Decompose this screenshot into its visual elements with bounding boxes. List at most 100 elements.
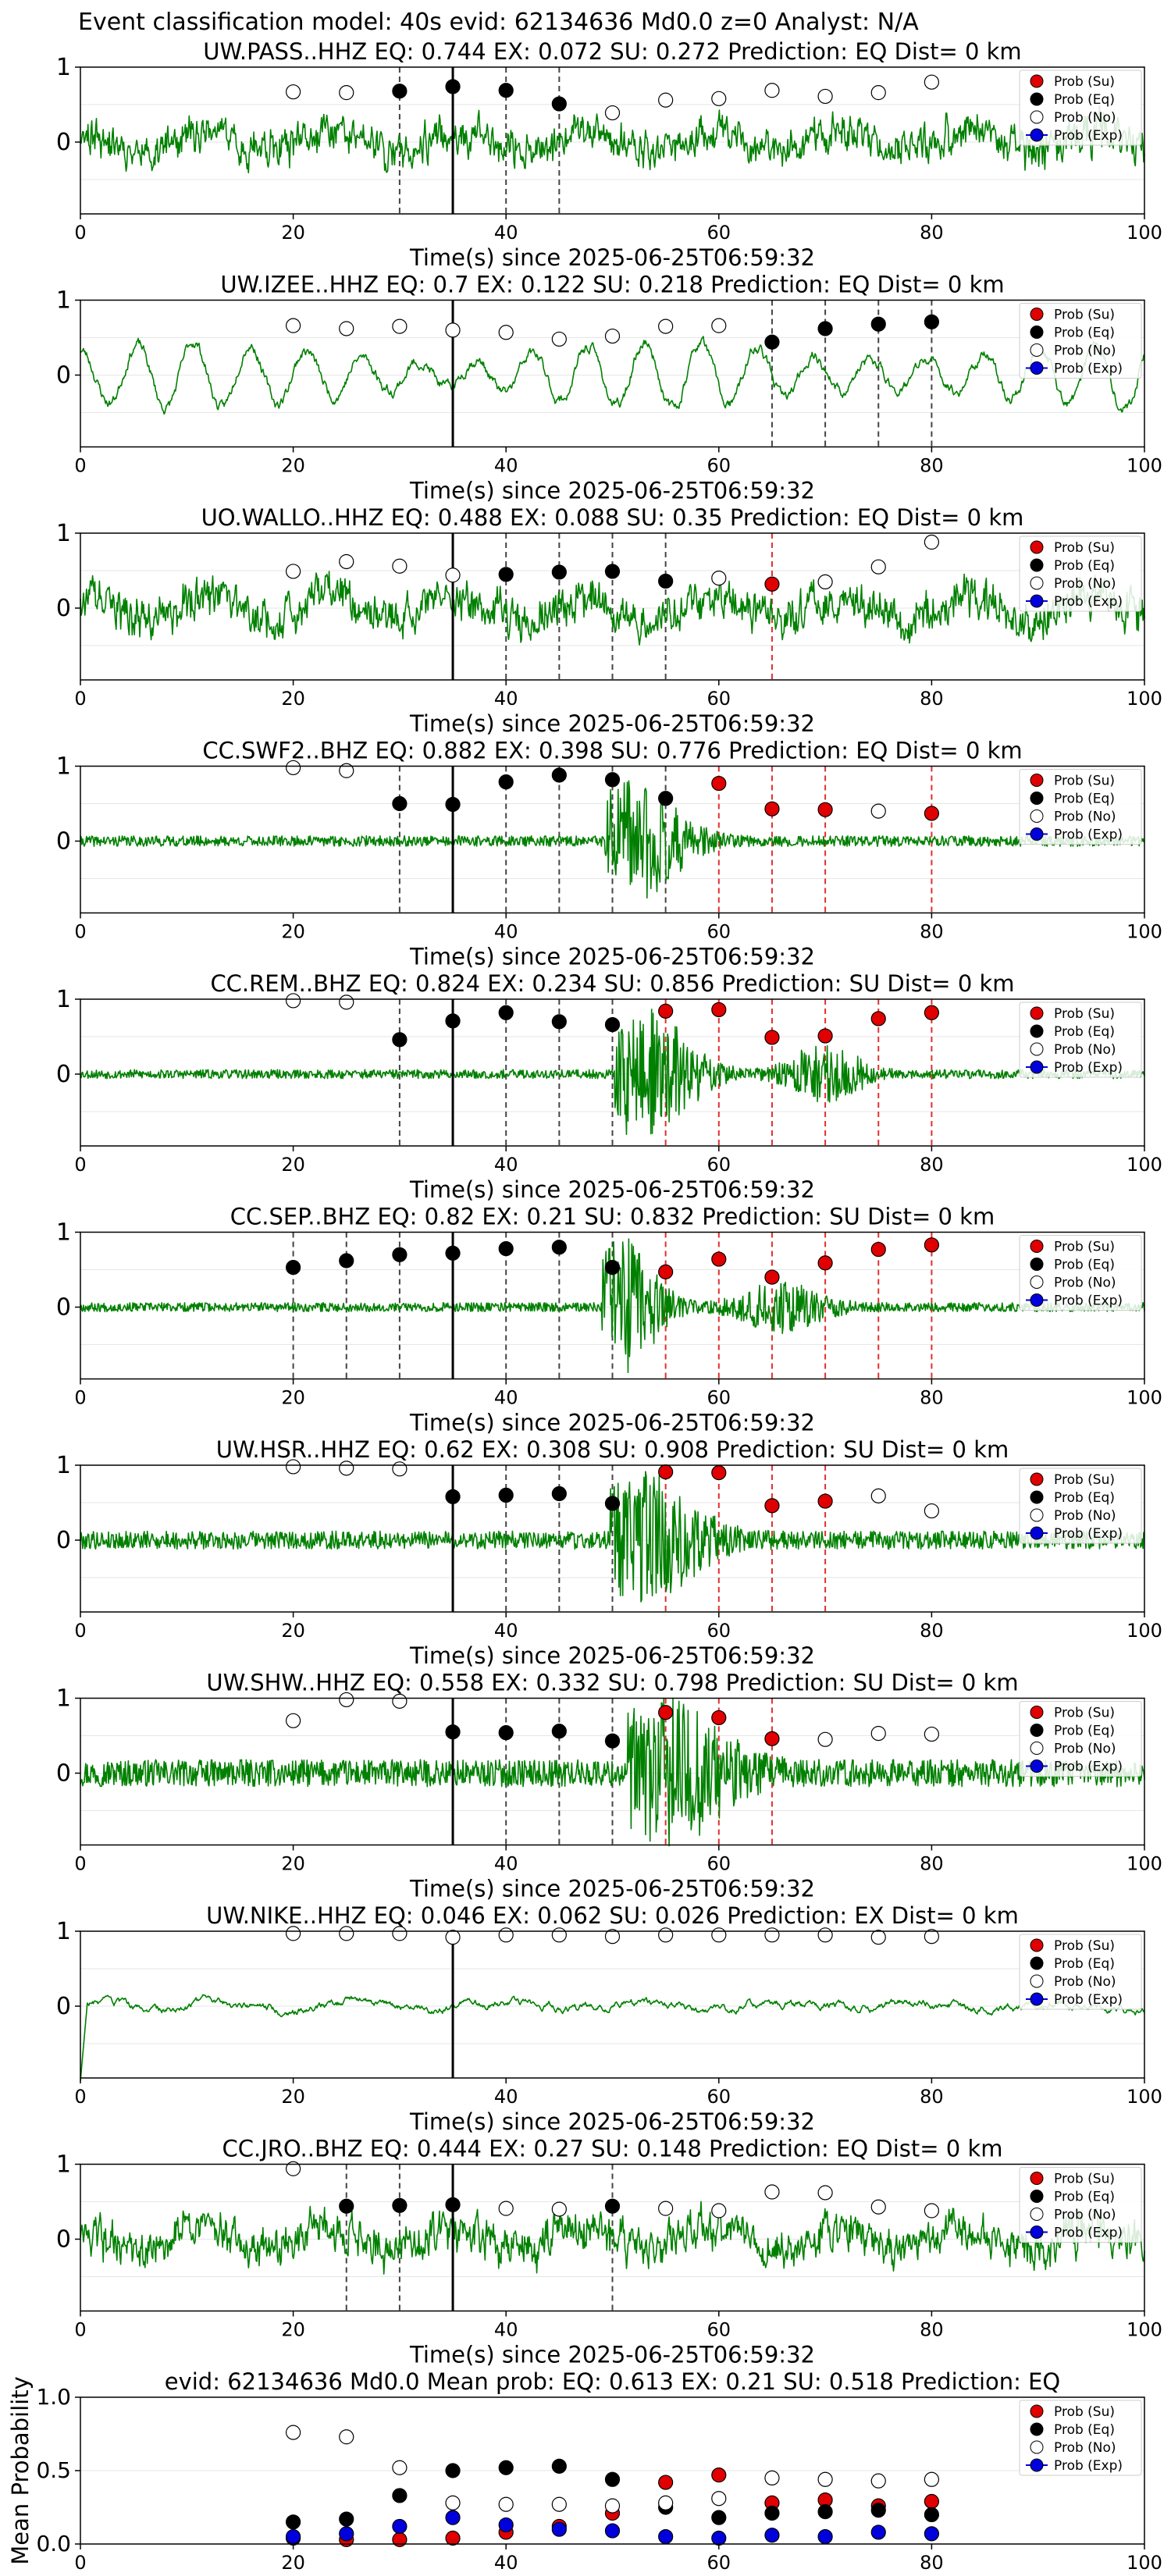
x-tick-label: 40	[494, 1387, 518, 1409]
prob-point-eq	[445, 2197, 461, 2212]
prob-point-su	[924, 1237, 940, 1253]
prob-point-no	[392, 1926, 408, 1941]
prob-point-no	[392, 558, 408, 574]
x-tick-label: 0	[74, 1387, 86, 1409]
x-tick-label: 100	[1127, 1853, 1162, 1875]
prob-point-no	[870, 1726, 886, 1742]
x-tick-label: 80	[920, 455, 944, 477]
prob-point-no	[339, 553, 354, 570]
legend: Prob (Su) Prob (Eq) Prob (No) Prob (Exp)	[1019, 2400, 1142, 2476]
legend-label: Prob (Exp)	[1054, 1526, 1123, 1542]
prob-point-eq	[924, 314, 940, 329]
legend-label: Prob (No)	[1054, 576, 1116, 592]
legend-label: Prob (Exp)	[1054, 1060, 1123, 1076]
prob-point-su	[817, 802, 833, 817]
prob-point-no	[286, 84, 301, 100]
legend-marker-no	[1030, 2440, 1044, 2454]
panel-title: UW.SHW..HHZ EQ: 0.558 EX: 0.332 SU: 0.79…	[206, 1670, 1018, 1696]
prob-point-su	[924, 1005, 940, 1020]
legend-marker-su	[1030, 1006, 1044, 1020]
prob-point-eq	[604, 564, 621, 579]
x-tick-label: 40	[494, 921, 518, 943]
prob-point-eq	[604, 2198, 621, 2214]
x-tick-label: 80	[920, 1387, 944, 1409]
x-tick-label: 80	[920, 1620, 944, 1642]
legend-marker-su	[1030, 1472, 1044, 1486]
x-tick-label: 100	[1127, 2319, 1162, 2341]
legend-label: Prob (Su)	[1054, 2172, 1115, 2187]
legend-label: Prob (Su)	[1054, 1472, 1115, 1488]
x-tick-label: 80	[920, 222, 944, 244]
prob-point-eq	[870, 316, 886, 332]
legend: Prob (Su) Prob (Eq) Prob (No) Prob (Exp)	[1019, 769, 1142, 845]
prob-point-eq	[498, 567, 514, 582]
prob-point-no	[764, 83, 780, 98]
plot-frame	[80, 1930, 1145, 2079]
prob-point-eq	[551, 96, 567, 112]
legend: Prob (Su) Prob (Eq) Prob (No) Prob (Exp)	[1019, 535, 1142, 612]
mean-prob-point-exp	[711, 2530, 727, 2546]
legend-label: Prob (Su)	[1054, 1706, 1115, 1721]
prob-point-no	[817, 1927, 833, 1943]
y-tick-label: 0	[56, 828, 71, 856]
legend-marker-su	[1030, 2404, 1044, 2418]
x-tick-label: 20	[281, 1154, 305, 1176]
legend-marker-exp	[1030, 2226, 1044, 2239]
legend-label: Prob (Eq)	[1054, 1956, 1115, 1972]
x-tick-label: 80	[920, 2319, 944, 2341]
plot-frame	[80, 299, 1145, 448]
x-tick-label: 80	[920, 688, 944, 710]
prob-point-su	[711, 1710, 727, 1726]
mean-prob-point-eq	[711, 2510, 727, 2525]
prob-point-no	[551, 331, 567, 347]
legend: Prob (Su) Prob (Eq) Prob (No) Prob (Exp)	[1019, 1701, 1142, 1777]
mean-prob-point-exp	[339, 2526, 354, 2542]
legend-marker-eq	[1030, 1490, 1044, 1504]
prob-point-no	[924, 1929, 940, 1944]
legend-label: Prob (Eq)	[1054, 2190, 1115, 2205]
x-axis-label: Time(s) since 2025-06-25T06:59:32	[409, 944, 815, 970]
prob-point-no	[339, 85, 354, 101]
legend-marker-exp	[1030, 128, 1044, 142]
legend-label: Prob (Eq)	[1054, 1258, 1115, 1273]
x-tick-label: 0	[74, 2086, 86, 2108]
prob-point-su	[764, 576, 780, 592]
mean-prob-point-no	[392, 2460, 408, 2475]
prob-point-no	[764, 2184, 780, 2200]
y-tick-label: 1	[56, 54, 71, 81]
legend-label: Prob (Eq)	[1054, 326, 1115, 341]
x-tick-label: 100	[1127, 455, 1162, 477]
prob-point-no	[817, 2185, 833, 2201]
mean-prob-point-eq	[924, 2507, 940, 2522]
legend: Prob (Su) Prob (Eq) Prob (No) Prob (Exp)	[1019, 69, 1142, 146]
legend-label: Prob (Exp)	[1054, 1992, 1123, 2008]
prob-point-no	[870, 1488, 886, 1503]
legend-label: Prob (No)	[1054, 343, 1116, 359]
legend-marker-exp	[1030, 2458, 1044, 2472]
legend-box	[1019, 1002, 1142, 1078]
mean-prob-point-exp	[924, 2526, 940, 2542]
x-tick-label: 80	[920, 1853, 944, 1875]
legend-box	[1019, 2167, 1142, 2243]
legend-label: Prob (Exp)	[1054, 2226, 1123, 2241]
prob-point-no	[924, 1503, 940, 1519]
waveform-trace	[80, 571, 1145, 646]
prob-point-no	[445, 1930, 461, 1945]
prob-point-no	[817, 1731, 833, 1747]
x-tick-label: 60	[707, 1620, 731, 1642]
plot-frame	[80, 998, 1145, 1147]
prob-point-su	[658, 1464, 674, 1480]
prob-point-eq	[551, 1014, 567, 1030]
legend-box	[1019, 303, 1142, 379]
prob-point-no	[924, 74, 940, 90]
y-tick-label: 0	[56, 129, 71, 156]
waveform-trace	[80, 780, 1145, 899]
legend-marker-no	[1030, 1974, 1044, 1988]
x-tick-label: 60	[707, 1154, 731, 1176]
prob-point-eq	[392, 795, 408, 812]
x-axis-label: Time(s) since 2025-06-25T06:59:32	[409, 478, 815, 504]
prob-point-eq	[551, 564, 567, 580]
legend-label: Prob (Eq)	[1054, 92, 1115, 108]
prob-point-eq	[817, 321, 833, 336]
legend-box	[1019, 1235, 1142, 1311]
